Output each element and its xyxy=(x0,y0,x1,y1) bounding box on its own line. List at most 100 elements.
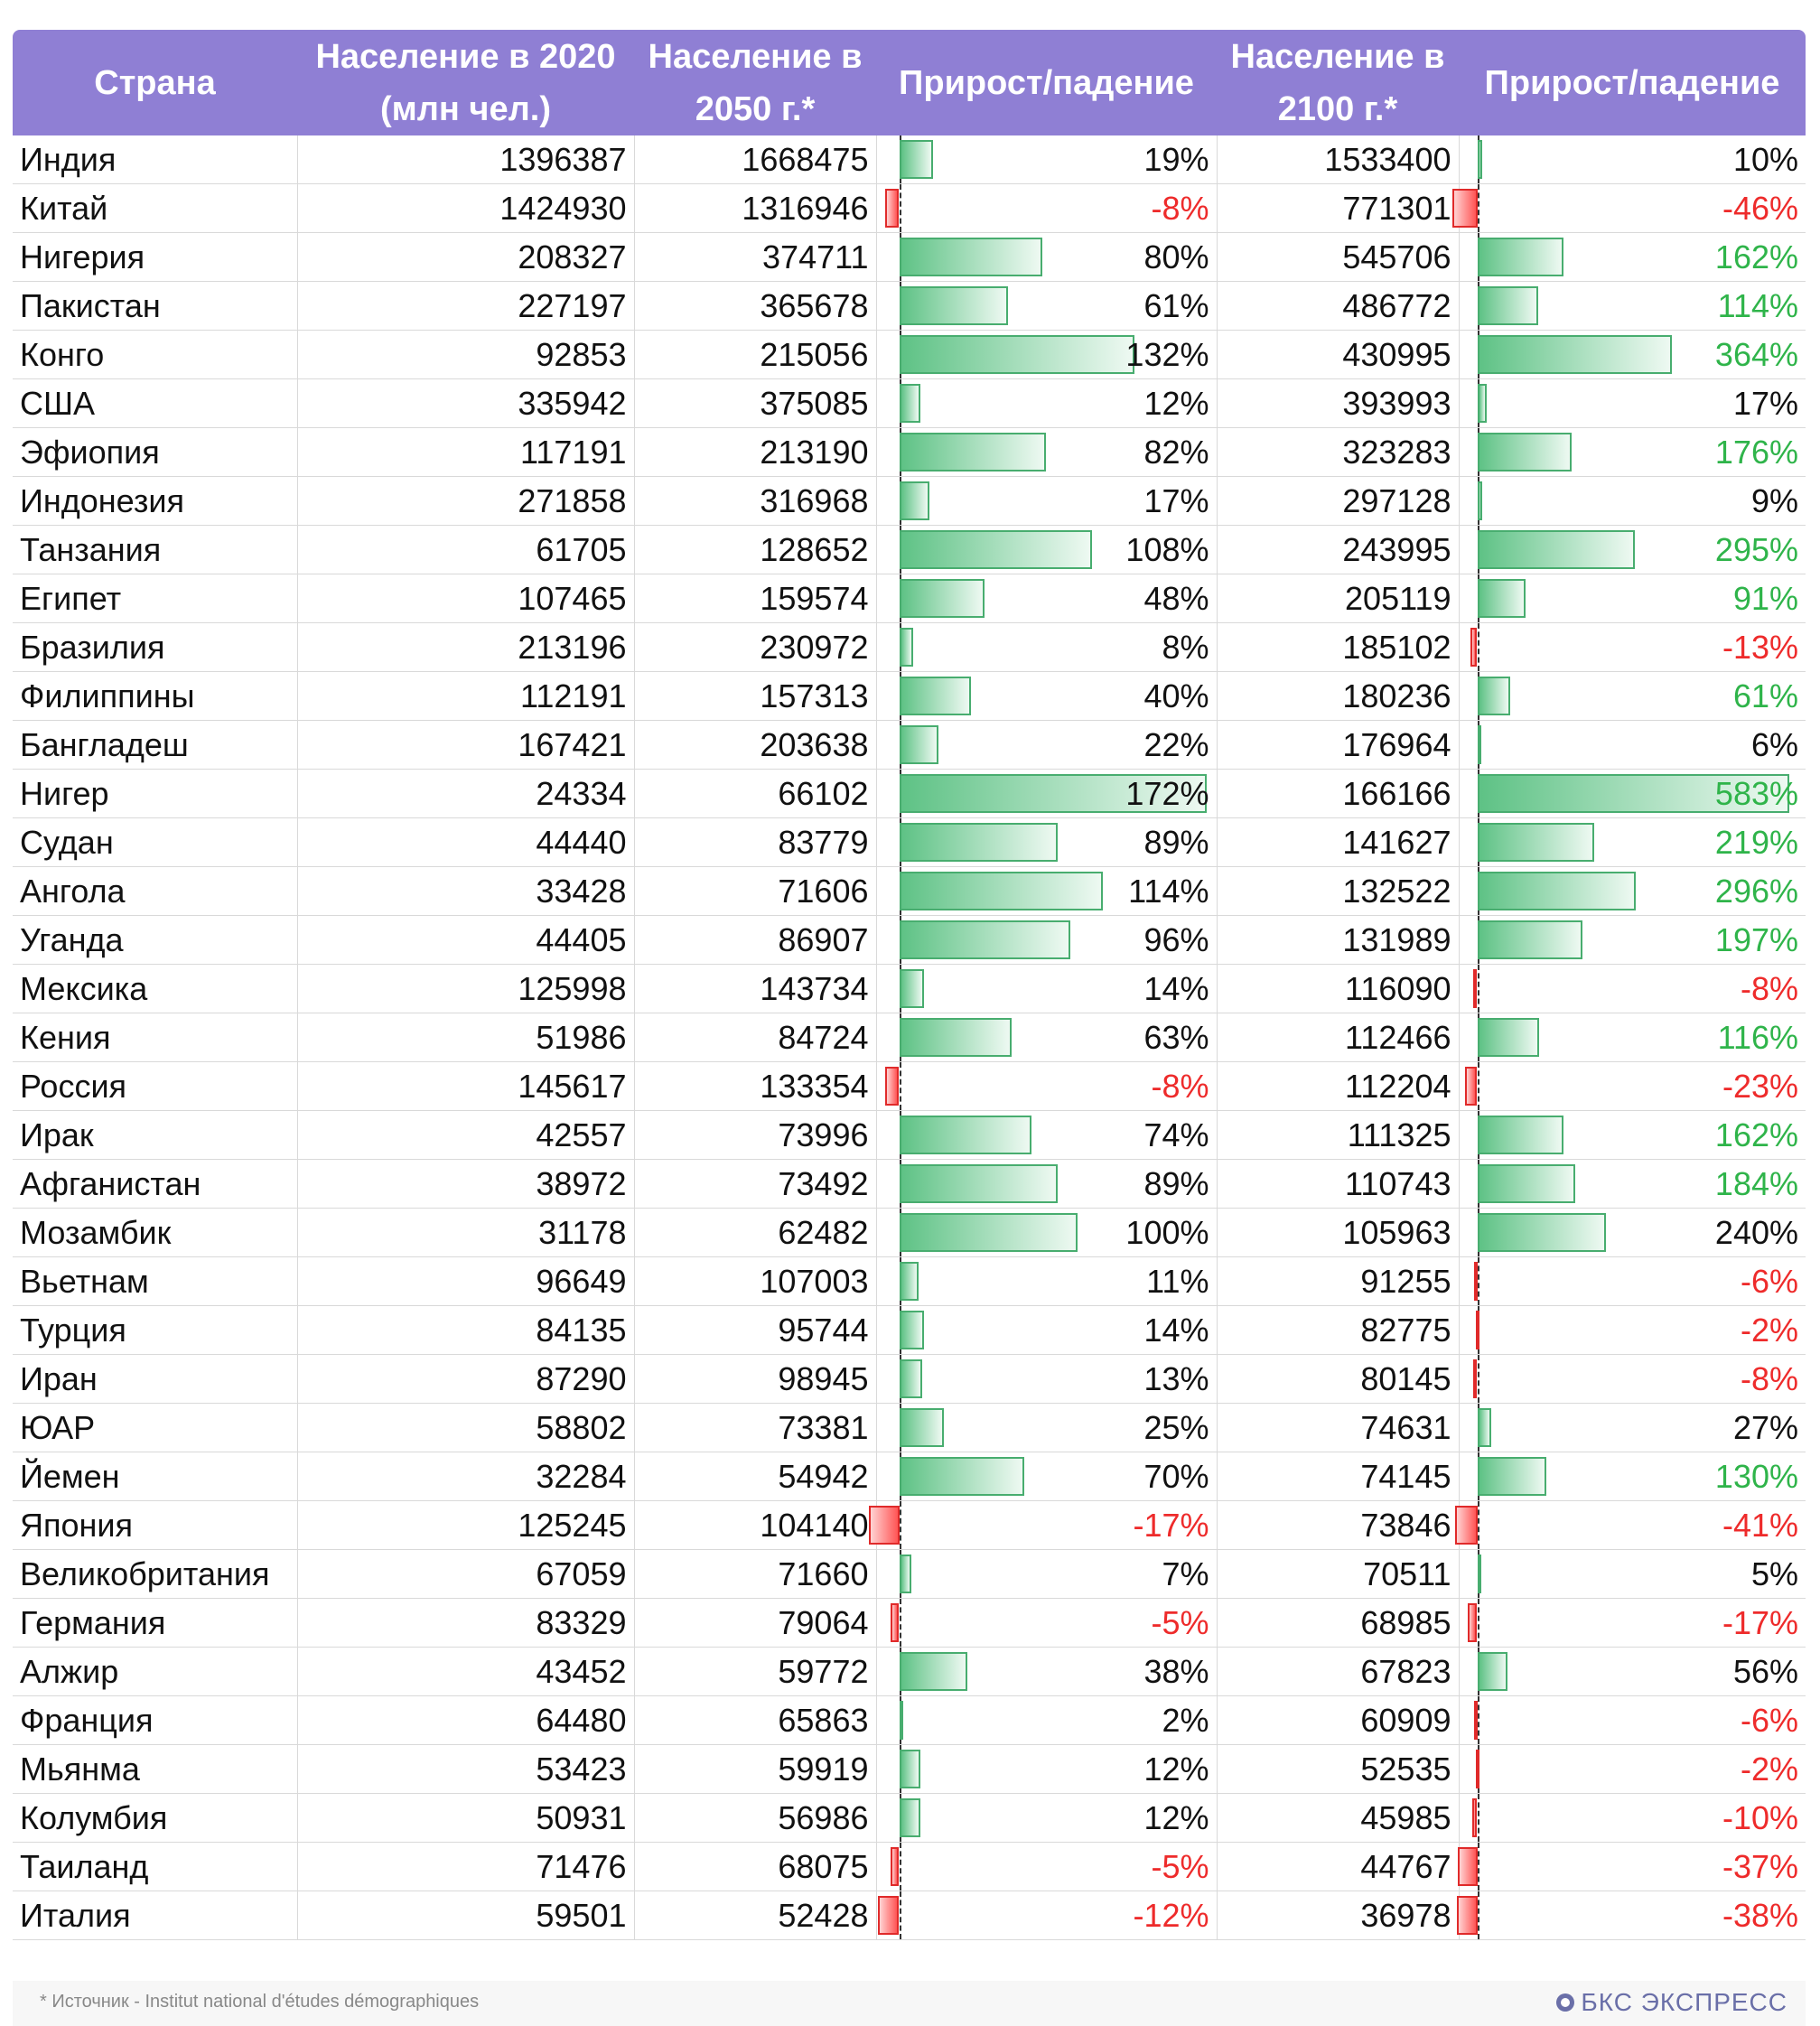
growth-bar-negative xyxy=(1455,1506,1478,1545)
growth2050-cell: 100% xyxy=(876,1208,1218,1257)
growth2050-cell: 89% xyxy=(876,817,1218,867)
pop2020-cell: 83329 xyxy=(297,1598,635,1648)
pop2100-cell: 132522 xyxy=(1217,866,1460,916)
growth-percent-label: 8% xyxy=(1162,629,1209,666)
growth2050-cell: 14% xyxy=(876,1305,1218,1355)
pop2100-cell: 116090 xyxy=(1217,964,1460,1013)
country-cell: Мозамбик xyxy=(13,1208,298,1257)
growth-bar-positive xyxy=(899,481,930,520)
growth-percent-label: -17% xyxy=(1722,1604,1798,1641)
pop2020-cell: 92853 xyxy=(297,330,635,379)
table-row: Пакистан 227197 365678 61% 486772 114% xyxy=(13,281,1806,331)
country-cell: Кения xyxy=(13,1013,298,1062)
pop2100-cell: 70511 xyxy=(1217,1549,1460,1599)
pop2050-cell: 316968 xyxy=(634,476,877,526)
pop2020-cell: 112191 xyxy=(297,671,635,721)
pop2050-cell: 95744 xyxy=(634,1305,877,1355)
growth-bar-positive xyxy=(899,1457,1024,1496)
country-cell: Конго xyxy=(13,330,298,379)
pop2100-cell: 45985 xyxy=(1217,1793,1460,1843)
zero-axis-line xyxy=(899,1891,901,1939)
growth-percent-label: 132% xyxy=(1125,336,1209,373)
growth-percent-label: 130% xyxy=(1714,1458,1798,1495)
growth2100-cell: 197% xyxy=(1459,915,1806,965)
table-row: Турция 84135 95744 14% 82775 -2% xyxy=(13,1305,1806,1355)
pop2050-cell: 71660 xyxy=(634,1549,877,1599)
pop2100-cell: 74145 xyxy=(1217,1452,1460,1501)
pop2050-cell: 56986 xyxy=(634,1793,877,1843)
growth-bar-negative xyxy=(1470,628,1478,667)
pop2020-cell: 67059 xyxy=(297,1549,635,1599)
table-row: Россия 145617 133354 -8% 112204 -23% xyxy=(13,1061,1806,1111)
country-cell: ЮАР xyxy=(13,1403,298,1452)
growth2100-cell: -2% xyxy=(1459,1305,1806,1355)
growth2050-cell: 40% xyxy=(876,671,1218,721)
growth2050-cell: 8% xyxy=(876,622,1218,672)
growth-percent-label: 5% xyxy=(1750,1555,1798,1592)
growth-percent-label: 80% xyxy=(1143,238,1209,275)
growth2050-cell: 22% xyxy=(876,720,1218,770)
growth-percent-label: 7% xyxy=(1162,1555,1209,1592)
growth-percent-label: -46% xyxy=(1722,190,1798,227)
growth2100-cell: 61% xyxy=(1459,671,1806,721)
pop2020-cell: 43452 xyxy=(297,1647,635,1696)
growth2100-cell: -41% xyxy=(1455,1500,1806,1550)
growth-bar-positive xyxy=(899,823,1059,862)
growth2050-cell: 2% xyxy=(876,1695,1218,1745)
pop2100-cell: 68985 xyxy=(1217,1598,1460,1648)
country-cell: Иран xyxy=(13,1354,298,1404)
growth2050-cell: -5% xyxy=(876,1842,1218,1891)
table-row: Ирак 42557 73996 74% 111325 162% xyxy=(13,1110,1806,1160)
pop2050-cell: 73996 xyxy=(634,1110,877,1160)
growth-percent-label: -6% xyxy=(1740,1263,1798,1300)
pop2020-cell: 145617 xyxy=(297,1061,635,1111)
growth-bar-positive xyxy=(1477,725,1481,764)
pop2020-cell: 271858 xyxy=(297,476,635,526)
country-cell: Египет xyxy=(13,574,298,623)
pop2050-cell: 133354 xyxy=(634,1061,877,1111)
pop2050-cell: 59772 xyxy=(634,1647,877,1696)
pop2050-cell: 159574 xyxy=(634,574,877,623)
growth2050-cell: -17% xyxy=(868,1500,1218,1550)
growth-percent-label: 197% xyxy=(1714,921,1798,958)
growth-percent-label: 296% xyxy=(1714,873,1798,910)
country-cell: Йемен xyxy=(13,1452,298,1501)
growth2100-cell: 176% xyxy=(1459,427,1806,477)
pop2050-cell: 1316946 xyxy=(634,183,877,233)
growth2100-cell: -10% xyxy=(1459,1793,1806,1843)
growth-bar-negative xyxy=(884,189,900,228)
pop2050-cell: 52428 xyxy=(634,1891,877,1940)
pop2100-cell: 67823 xyxy=(1217,1647,1460,1696)
growth2050-cell: 172% xyxy=(876,769,1218,818)
growth2100-cell: -23% xyxy=(1459,1061,1806,1111)
country-cell: Филиппины xyxy=(13,671,298,721)
growth-percent-label: 25% xyxy=(1143,1409,1209,1446)
growth-percent-label: 40% xyxy=(1143,677,1209,714)
growth-percent-label: 12% xyxy=(1143,1751,1209,1788)
pop2050-cell: 62482 xyxy=(634,1208,877,1257)
pop2020-cell: 167421 xyxy=(297,720,635,770)
pop2100-cell: 105963 xyxy=(1217,1208,1460,1257)
growth-percent-label: -41% xyxy=(1722,1507,1798,1544)
pop2020-cell: 87290 xyxy=(297,1354,635,1404)
country-cell: Алжир xyxy=(13,1647,298,1696)
growth2050-cell: -8% xyxy=(876,183,1218,233)
country-cell: Эфиопия xyxy=(13,427,298,477)
pop2100-cell: 1533400 xyxy=(1217,135,1460,184)
growth-percent-label: 583% xyxy=(1714,775,1798,812)
pop2050-cell: 1668475 xyxy=(634,135,877,184)
table-row: Мьянма 53423 59919 12% 52535 -2% xyxy=(13,1744,1806,1794)
pop2100-cell: 205119 xyxy=(1217,574,1460,623)
country-cell: Таиланд xyxy=(13,1842,298,1891)
table-row: Мексика 125998 143734 14% 116090 -8% xyxy=(13,964,1806,1013)
growth-bar-negative xyxy=(1475,1750,1479,1788)
country-cell: Франция xyxy=(13,1695,298,1745)
growth2100-cell: 296% xyxy=(1459,866,1806,916)
growth2050-cell: 108% xyxy=(876,525,1218,574)
pop2100-cell: 112466 xyxy=(1217,1013,1460,1062)
growth2050-cell: 7% xyxy=(876,1549,1218,1599)
country-cell: Бразилия xyxy=(13,622,298,672)
table-row: Таиланд 71476 68075 -5% 44767 -37% xyxy=(13,1842,1806,1891)
growth-bar-positive xyxy=(899,725,938,764)
country-cell: Германия xyxy=(13,1598,298,1648)
